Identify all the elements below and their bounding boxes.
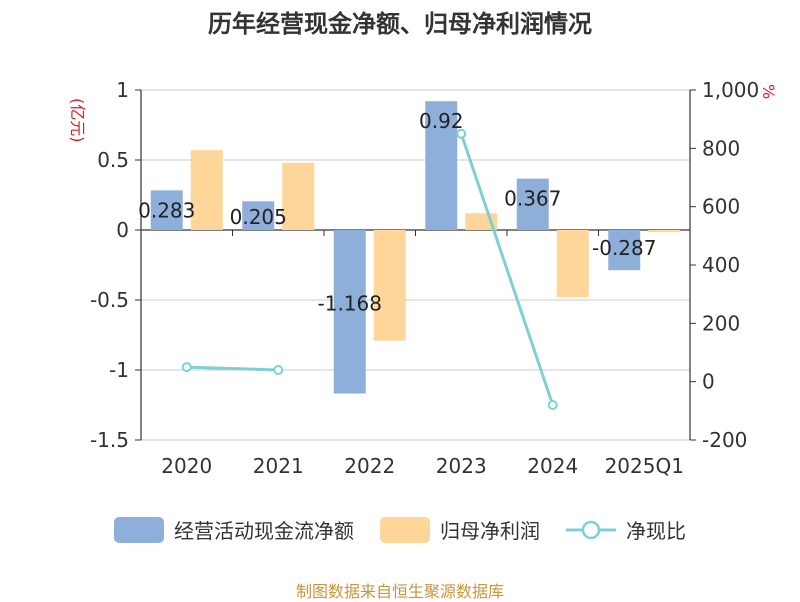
ratio-point [181, 362, 192, 373]
bar-profit [373, 230, 406, 341]
legend-item-profit[interactable]: 归母净利润 [380, 515, 540, 544]
ratio-line-segment [186, 365, 279, 372]
left-axis-tick-label: 0.5 [97, 148, 129, 172]
bar-ocf [516, 178, 549, 230]
ratio-point [456, 128, 467, 139]
legend-swatch-ocf [114, 516, 164, 543]
left-axis-tick-label: 1 [116, 78, 129, 102]
x-axis-tick-label: 2021 [253, 454, 304, 478]
data-label-ocf: -1.168 [318, 292, 382, 316]
right-axis-tick-label: 200 [702, 311, 740, 335]
right-axis-tick-label: 0 [702, 370, 715, 394]
legend-item-ratio[interactable]: 净现比 [566, 515, 686, 544]
right-axis-tick-label: -200 [702, 428, 747, 452]
right-axis-tick-label: 600 [702, 195, 740, 219]
ratio-line-segment [459, 133, 555, 406]
bar-ocf [150, 190, 183, 230]
legend-label-profit: 归母净利润 [440, 519, 540, 543]
chart-canvas: 1 0.5 0 -0.5 -1 -1.5 1,000 800 600 400 200 0 -200 202… [68, 78, 778, 478]
x-axis-tick-label: 2022 [344, 454, 395, 478]
left-axis-tick-label: 0 [116, 218, 129, 242]
left-axis-tick-label: -0.5 [90, 288, 129, 312]
bar-profit [190, 150, 223, 230]
legend-swatch-ratio [566, 520, 616, 539]
legend-label-ocf: 经营活动现金流净额 [174, 519, 354, 543]
bar-ocf [242, 201, 275, 230]
x-axis-tick-label: 2024 [527, 454, 578, 478]
left-axis-unit: (亿元) [68, 98, 87, 143]
right-axis-tick-label: 1,000 [702, 78, 759, 102]
chart-title: 历年经营现金净额、归母净利润情况 [208, 10, 592, 38]
data-label-ocf: 0.367 [504, 187, 561, 211]
bar-ocf [608, 230, 641, 271]
legend-label-ratio: 净现比 [626, 519, 686, 543]
left-axis-tick-label: -1.5 [90, 428, 129, 452]
data-label-ocf: 0.205 [230, 205, 287, 229]
left-axis-tick-label: -1 [109, 358, 129, 382]
bar-ocf [425, 101, 458, 230]
data-label-ocf: -0.287 [592, 236, 656, 260]
ratio-point [273, 365, 284, 375]
bar-profit [282, 162, 315, 230]
x-axis-tick-label: 2023 [436, 454, 487, 478]
right-axis-unit: % [759, 84, 778, 99]
right-axis-tick-label: 800 [702, 136, 740, 160]
bar-profit [648, 230, 681, 232]
legend-swatch-profit [380, 516, 430, 543]
data-label-ocf: 0.92 [419, 109, 464, 133]
legend: 经营活动现金流净额 归母净利润 净现比 [0, 515, 800, 544]
right-axis-tick-label: 400 [702, 253, 740, 277]
data-label-ocf: 0.283 [138, 198, 195, 222]
x-axis-tick-label: 2020 [161, 454, 212, 478]
x-axis-tick-label: 2025Q1 [605, 454, 684, 478]
bar-ocf [333, 230, 366, 394]
legend-item-ocf[interactable]: 经营活动现金流净额 [114, 515, 354, 544]
source-note: 制图数据来自恒生聚源数据库 [295, 582, 504, 601]
ratio-point [547, 400, 558, 410]
bar-profit [556, 230, 589, 298]
